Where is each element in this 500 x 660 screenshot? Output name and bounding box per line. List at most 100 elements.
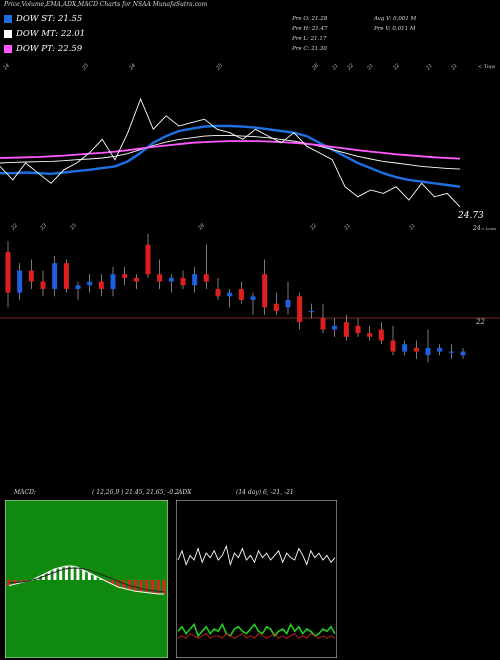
macd-bar (122, 580, 126, 589)
legend-label-mt: DOW MT: 22.01 (16, 29, 86, 39)
macd-bar (116, 580, 120, 587)
macd-line (8, 565, 164, 595)
candle-body (425, 347, 431, 356)
candle-body (390, 340, 396, 352)
macd-bar (105, 580, 109, 582)
ema-date-label: 21 (424, 63, 433, 72)
macd-bar (145, 580, 149, 593)
macd-bar (133, 580, 137, 592)
legend-dow-pt: DOW PT: 22.59 (4, 44, 82, 54)
candle-body (448, 351, 454, 353)
ema-bottom-date-label: 22 (308, 223, 317, 230)
lows-label: < Lows (481, 226, 496, 231)
candle-body (250, 296, 256, 300)
macd-params: ( 12,26,9 ) 21.45, 21.65, -0.2 (92, 489, 179, 496)
candle-body (343, 322, 349, 337)
candle-body (87, 281, 93, 286)
ema-date-label: 24 (127, 63, 136, 72)
macd-bar (93, 575, 97, 580)
info-avg-volume: Avg V: 0.001 M (374, 16, 417, 22)
macd-bar (18, 580, 22, 583)
macd-bar (24, 580, 28, 582)
candle-body (40, 281, 46, 289)
candle-body (17, 270, 23, 293)
macd-signal-line (9, 567, 165, 593)
candle-body (98, 281, 104, 289)
candle-body (180, 277, 186, 286)
info-pre-close: Pre C: 21.30 (292, 46, 327, 52)
candle-body (145, 244, 151, 275)
macd-bar (59, 567, 63, 580)
candle-body (28, 270, 34, 282)
candle-chart: 24 < Lows 22 (0, 225, 500, 363)
adx-title: ADX (178, 489, 192, 496)
legend-swatch-st (4, 15, 12, 23)
candle-body (110, 274, 116, 289)
ema-date-label: 25 (80, 63, 89, 72)
legend-dow-mt: DOW MT: 22.01 (4, 29, 85, 39)
candle-body (285, 300, 291, 308)
chart-title: Price,Volume,EMA,ADX,MACD Charts for NSA… (4, 1, 208, 8)
candle-body (5, 252, 11, 293)
candle-body (378, 329, 384, 341)
ema-bottom-date-label: 23 (38, 223, 47, 230)
macd-bar (128, 580, 132, 590)
adx-series-2 (177, 633, 336, 639)
candle-body (402, 344, 408, 352)
candle-body (460, 351, 466, 356)
candle-body (168, 277, 174, 282)
candle-body (273, 303, 279, 312)
ema-series-2 (0, 140, 461, 160)
ema-bottom-date-label: 28 (196, 223, 205, 230)
candle-body (75, 285, 81, 289)
ema-date-label: 21 (330, 63, 339, 72)
candle-body (215, 288, 221, 297)
candle-body (133, 277, 139, 282)
candle-body (122, 274, 128, 278)
candle-body (332, 325, 338, 330)
legend-swatch-mt (4, 30, 12, 38)
tops-label: < Tops (478, 64, 496, 70)
macd-background (5, 500, 168, 658)
macd-bar (13, 580, 17, 585)
ema-series-1 (0, 134, 461, 170)
candle-body (355, 325, 361, 334)
macd-bar (70, 566, 74, 580)
adx-series-0 (177, 544, 336, 567)
candle-body (227, 292, 233, 297)
macd-bar (99, 578, 103, 580)
candle-body (437, 347, 443, 352)
ema-bottom-date-label: 22 (9, 223, 18, 230)
ema-bottom-date-label: 21 (407, 223, 416, 230)
ema-series-0 (0, 124, 461, 188)
adx-panel (176, 500, 337, 658)
macd-bar (139, 580, 143, 592)
ema-date-label: 22 (391, 63, 400, 72)
last-price-label: 24.73 (457, 211, 484, 221)
candle-body (297, 296, 303, 323)
candle-body (320, 318, 326, 330)
adx-params: (14 day) 6, -21, -21 (236, 489, 294, 496)
macd-bar (87, 573, 91, 580)
info-pre-low: Pre L: 21.17 (292, 36, 327, 42)
candle-body (308, 311, 314, 313)
level-mid-label: 22 (475, 318, 485, 326)
ema-bottom-date-label: 21 (342, 223, 351, 230)
ema-date-label: 21 (449, 63, 458, 72)
macd-title: MACD: (14, 489, 36, 496)
level-top-label: 24 (472, 225, 481, 232)
macd-bar (110, 580, 114, 585)
macd-bar (41, 574, 45, 580)
candle-body (52, 263, 58, 289)
candle-body (63, 263, 69, 289)
candle-body (262, 274, 268, 308)
candle-body (413, 347, 419, 352)
ema-bottom-date-label: 25 (68, 223, 77, 230)
macd-bar (156, 580, 160, 594)
macd-bar (47, 571, 51, 580)
candle-body (192, 274, 198, 286)
legend-label-st: DOW ST: 21.55 (16, 14, 83, 24)
info-pre-open: Pre O: 21.28 (292, 16, 328, 22)
ema-date-label: 25 (214, 63, 223, 72)
candle-body (367, 333, 373, 337)
